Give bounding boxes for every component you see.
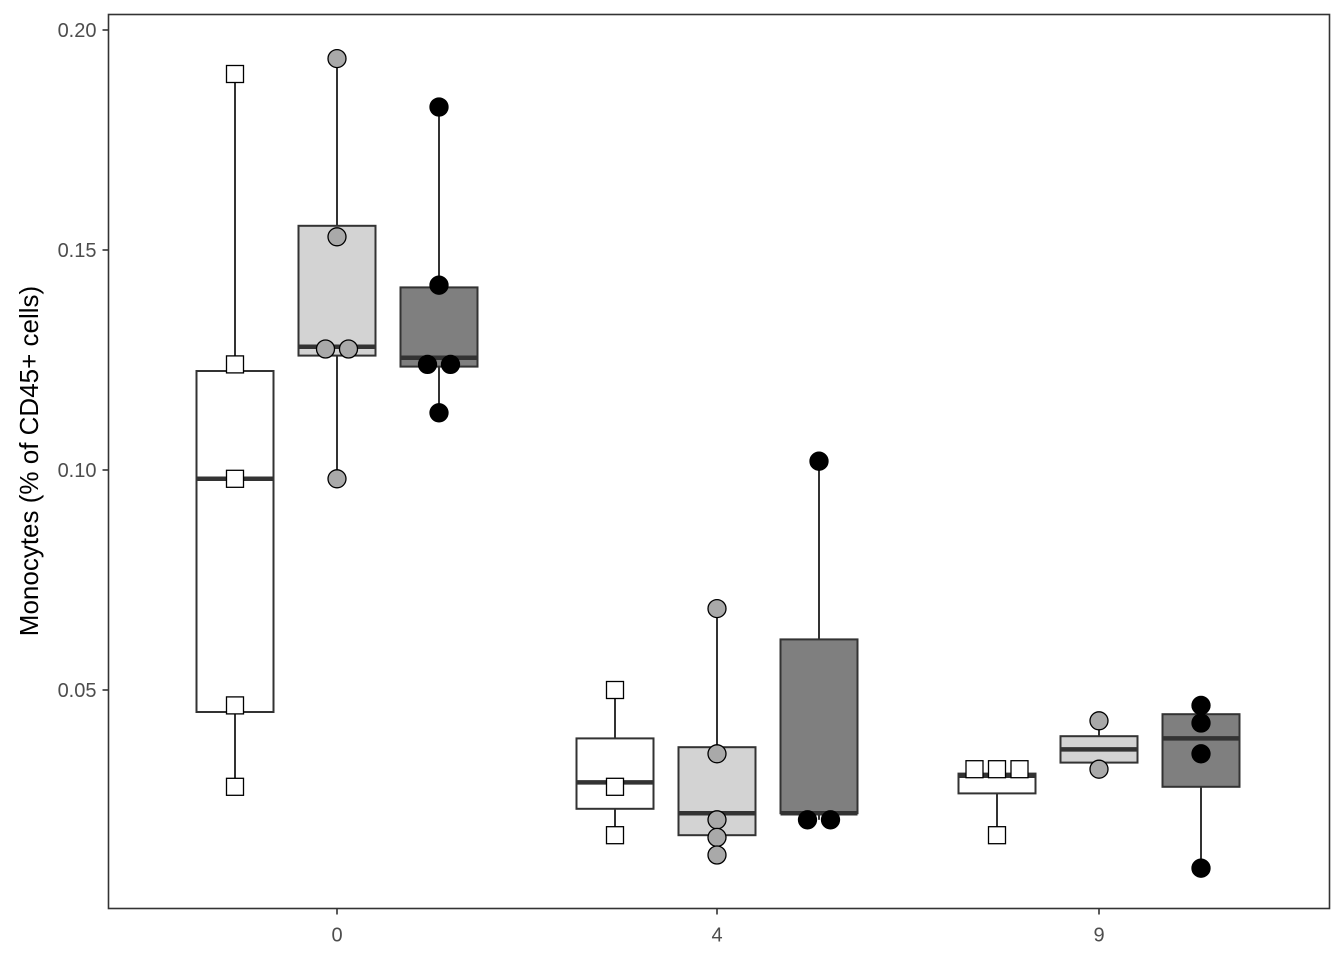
data-point <box>417 354 438 375</box>
data-point <box>987 826 1007 845</box>
data-point <box>225 469 245 488</box>
data-point <box>707 598 727 619</box>
data-point <box>225 777 245 796</box>
data-point <box>605 826 625 845</box>
data-point <box>1191 858 1211 878</box>
data-point <box>797 810 818 830</box>
data-point <box>327 48 347 69</box>
data-point <box>987 760 1007 779</box>
x-tick-label: 9 <box>1093 925 1104 947</box>
data-point <box>225 355 245 374</box>
data-point <box>809 451 829 471</box>
y-axis-title: Monocytes (% of CD45+ cells) <box>14 286 44 636</box>
data-point <box>707 810 727 830</box>
x-tick-label: 0 <box>331 925 342 947</box>
data-point <box>820 810 841 830</box>
data-point <box>1191 713 1211 733</box>
box-body <box>297 224 377 357</box>
plot-panel-border <box>107 13 1331 910</box>
data-point <box>1010 760 1029 779</box>
data-point <box>1089 711 1109 731</box>
data-point <box>338 339 359 359</box>
data-point <box>315 339 336 359</box>
box-body <box>399 286 479 368</box>
data-point <box>440 354 461 375</box>
x-axis: 0 4 9 <box>331 908 1105 947</box>
plot-layer <box>195 48 1241 878</box>
data-point <box>327 227 347 247</box>
data-point <box>965 760 984 779</box>
data-point <box>1191 695 1211 716</box>
data-point <box>707 744 727 764</box>
data-point <box>605 680 625 700</box>
data-point <box>707 845 727 865</box>
data-point <box>707 827 727 848</box>
y-tick-label: 0.20 <box>58 20 97 42</box>
data-point <box>429 275 449 295</box>
data-point <box>429 97 449 117</box>
data-point <box>225 64 245 84</box>
box-body <box>779 638 859 815</box>
data-point <box>429 403 449 423</box>
data-point <box>327 469 347 489</box>
data-point <box>225 696 245 715</box>
data-point <box>605 777 625 796</box>
y-tick-label: 0.10 <box>58 460 97 482</box>
y-tick-label: 0.15 <box>58 240 97 262</box>
y-tick-label: 0.05 <box>58 680 97 702</box>
data-point <box>1191 744 1211 764</box>
x-tick-label: 4 <box>711 925 722 947</box>
box-body <box>195 370 275 713</box>
y-axis: 0.05 0.10 0.15 0.20 <box>58 20 109 702</box>
data-point <box>1089 759 1109 779</box>
box-body <box>575 737 655 810</box>
